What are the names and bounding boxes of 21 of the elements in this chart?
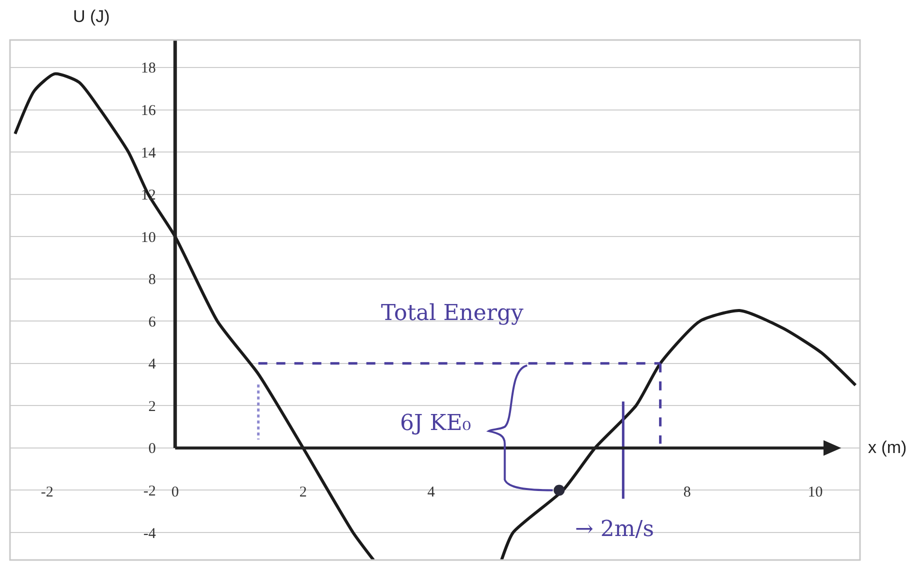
x-tick-label: 4 [427, 484, 436, 501]
x-tick-label: 0 [171, 484, 179, 501]
y-tick-label: -4 [143, 526, 156, 542]
x-tick-label: 8 [683, 484, 691, 501]
y-tick-label: 2 [148, 398, 156, 415]
y-tick-label: 6 [148, 314, 156, 330]
x-tick-label: 10 [808, 484, 823, 501]
y-axis-title: U (J) [73, 7, 110, 26]
annotation: → 2m/s [575, 517, 654, 542]
x-axis-title: x (m) [868, 438, 907, 457]
y-tick-label: 14 [140, 145, 156, 162]
annotation: Total Energy [381, 301, 524, 326]
annotation: 6J KE₀ [400, 411, 472, 436]
y-tick-label: 4 [148, 356, 156, 373]
y-tick-label: 0 [148, 441, 156, 458]
y-tick-label: 18 [140, 60, 156, 77]
x-tick-label: -2 [40, 484, 54, 501]
x-tick-label: 2 [299, 484, 307, 501]
y-tick-label: 8 [148, 272, 156, 288]
y-tick-label: 10 [140, 230, 156, 246]
y-tick-label: 16 [140, 103, 156, 120]
